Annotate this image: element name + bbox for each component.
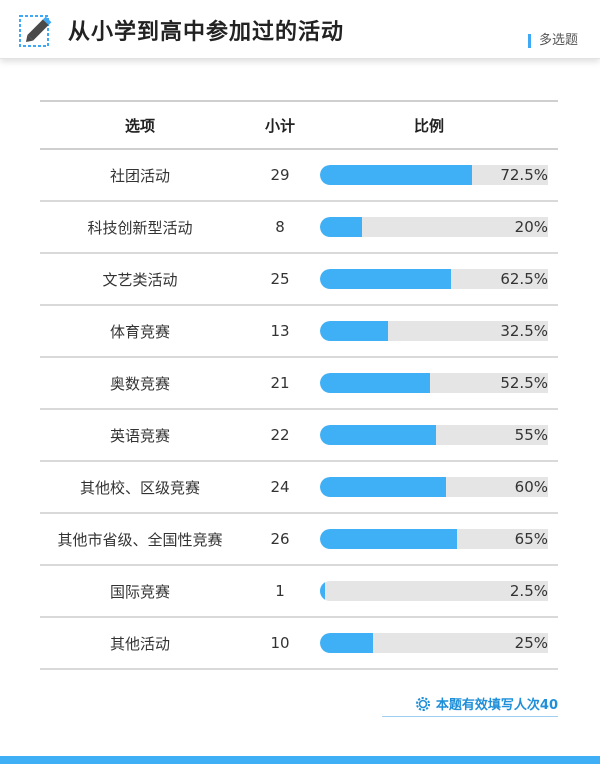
ratio-cell: 72.5% [320,150,558,200]
table-row: 其他活动 10 25% [40,618,558,670]
bar-track [320,581,530,601]
page-title: 从小学到高中参加过的活动 [68,20,345,45]
column-header-option: 选项 [124,116,155,135]
table-row: 国际竞赛 1 2.5% [40,566,558,618]
percent-label: 65% [512,529,548,549]
table-row: 其他校、区级竞赛 24 60% [40,462,558,514]
percent-label: 32.5% [498,321,548,341]
question-type-label: 多选题 [527,34,578,48]
bar-fill [320,633,373,653]
gear-icon [415,696,430,711]
table-row: 英语竞赛 22 55% [40,410,558,462]
bar-fill [320,581,325,601]
bar-fill [320,269,451,289]
option-count: 10 [270,634,290,652]
option-count: 25 [270,270,290,288]
valid-count-text: 本题有效填写人次40 [435,698,558,713]
ratio-cell: 65% [320,514,558,564]
option-label: 其他市省级、全国性竞赛 [57,530,223,549]
bar-track [320,633,530,653]
bar-fill [320,165,472,185]
percent-label: 72.5% [498,165,548,185]
option-count: 26 [270,530,290,548]
ratio-cell: 55% [320,410,558,460]
column-header-ratio: 比例 [320,115,558,136]
ratio-cell: 52.5% [320,358,558,408]
footer-underline [382,716,558,717]
option-count: 29 [270,166,290,184]
header: 从小学到高中参加过的活动 多选题 [0,0,600,59]
table-row: 社团活动 29 72.5% [40,150,558,202]
bottom-accent-bar [0,756,600,764]
table-row: 文艺类活动 25 62.5% [40,254,558,306]
table-body: 社团活动 29 72.5% 科技创新型活动 8 20% 文艺类活动 25 62.5% 体育竞赛 13… [40,150,558,670]
table-header: 选项 小计 比例 [40,102,558,150]
option-label: 体育竞赛 [109,322,170,341]
option-label: 社团活动 [109,166,170,185]
table-row: 体育竞赛 13 32.5% [40,306,558,358]
option-label: 奥数竞赛 [109,374,170,393]
bar-track [320,321,530,341]
percent-label: 25% [512,633,548,653]
bar-fill [320,529,457,549]
table-row: 其他市省级、全国性竞赛 26 65% [40,514,558,566]
ratio-cell: 20% [320,202,558,252]
percent-label: 60% [512,477,548,497]
percent-label: 55% [512,425,548,445]
column-header-count: 小计 [264,116,295,135]
option-label: 其他校、区级竞赛 [79,478,200,497]
bar-track [320,165,530,185]
option-count: 1 [275,582,285,600]
bar-fill [320,373,430,393]
bar-track [320,477,530,497]
bar-fill [320,321,388,341]
ratio-cell: 62.5% [320,254,558,304]
pencil-edit-icon [19,15,52,47]
percent-label: 62.5% [498,269,548,289]
ratio-cell: 2.5% [320,566,558,616]
option-count: 24 [270,478,290,496]
bar-track [320,217,530,237]
option-count: 22 [270,426,290,444]
option-label: 英语竞赛 [109,426,170,445]
bar-track [320,529,530,549]
ratio-cell: 25% [320,618,558,668]
option-label: 文艺类活动 [102,270,178,289]
valid-count-note[interactable]: 本题有效填写人次40 [414,694,558,713]
option-count: 21 [270,374,290,392]
option-label: 国际竞赛 [109,582,170,601]
option-count: 13 [270,322,290,340]
option-label: 科技创新型活动 [87,218,193,237]
bar-track [320,425,530,445]
option-label: 其他活动 [109,634,170,653]
ratio-cell: 32.5% [320,306,558,356]
bar-fill [320,217,362,237]
bar-fill [320,425,436,445]
option-count: 8 [275,218,285,236]
results-table: 选项 小计 比例 社团活动 29 72.5% 科技创新型活动 8 20% 文艺类活动 25 62… [40,100,558,670]
bar-track [320,269,530,289]
table-row: 奥数竞赛 21 52.5% [40,358,558,410]
percent-label: 2.5% [507,581,548,601]
percent-label: 20% [512,217,548,237]
ratio-cell: 60% [320,462,558,512]
table-row: 科技创新型活动 8 20% [40,202,558,254]
column-header-ratio-label: 比例 [413,116,444,135]
bar-fill [320,477,446,497]
bar-track [320,373,530,393]
percent-label: 52.5% [498,373,548,393]
